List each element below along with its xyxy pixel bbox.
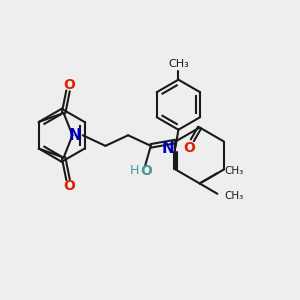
Text: CH₃: CH₃: [225, 166, 244, 176]
Text: CH₃: CH₃: [168, 59, 189, 69]
Text: CH₃: CH₃: [225, 191, 244, 201]
Text: N: N: [69, 128, 82, 143]
Text: O: O: [140, 164, 152, 178]
Text: O: O: [64, 78, 75, 92]
Text: N: N: [162, 141, 175, 156]
Text: O: O: [183, 141, 195, 154]
Text: H: H: [130, 164, 139, 177]
Text: O: O: [64, 178, 75, 193]
